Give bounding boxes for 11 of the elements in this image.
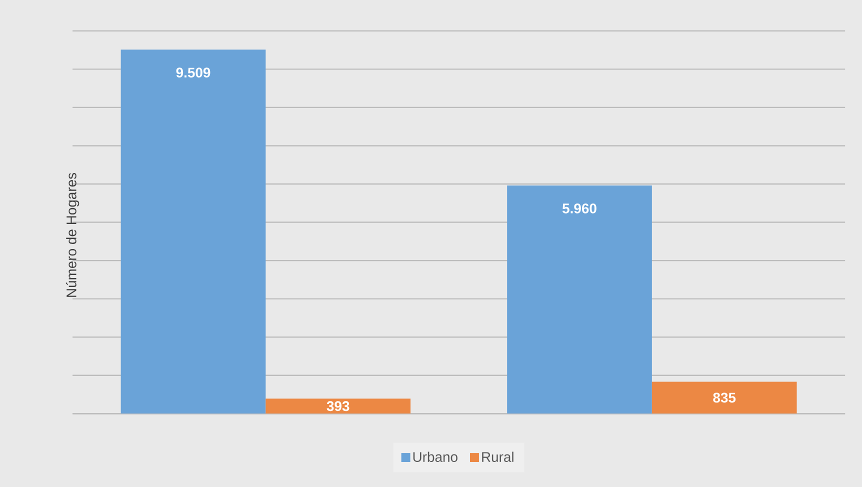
bar	[507, 185, 652, 414]
data-label: 393	[326, 400, 350, 411]
y-axis-title: Número de Hogares	[66, 172, 80, 297]
bar	[266, 398, 411, 414]
data-label: 835	[713, 392, 736, 402]
data-label: 9.509	[176, 67, 210, 78]
bar	[652, 382, 797, 414]
data-label: 5.960	[562, 203, 596, 214]
legend-label: Rural	[482, 452, 514, 462]
legend-label: Urbano	[413, 452, 458, 462]
bar	[120, 49, 266, 414]
